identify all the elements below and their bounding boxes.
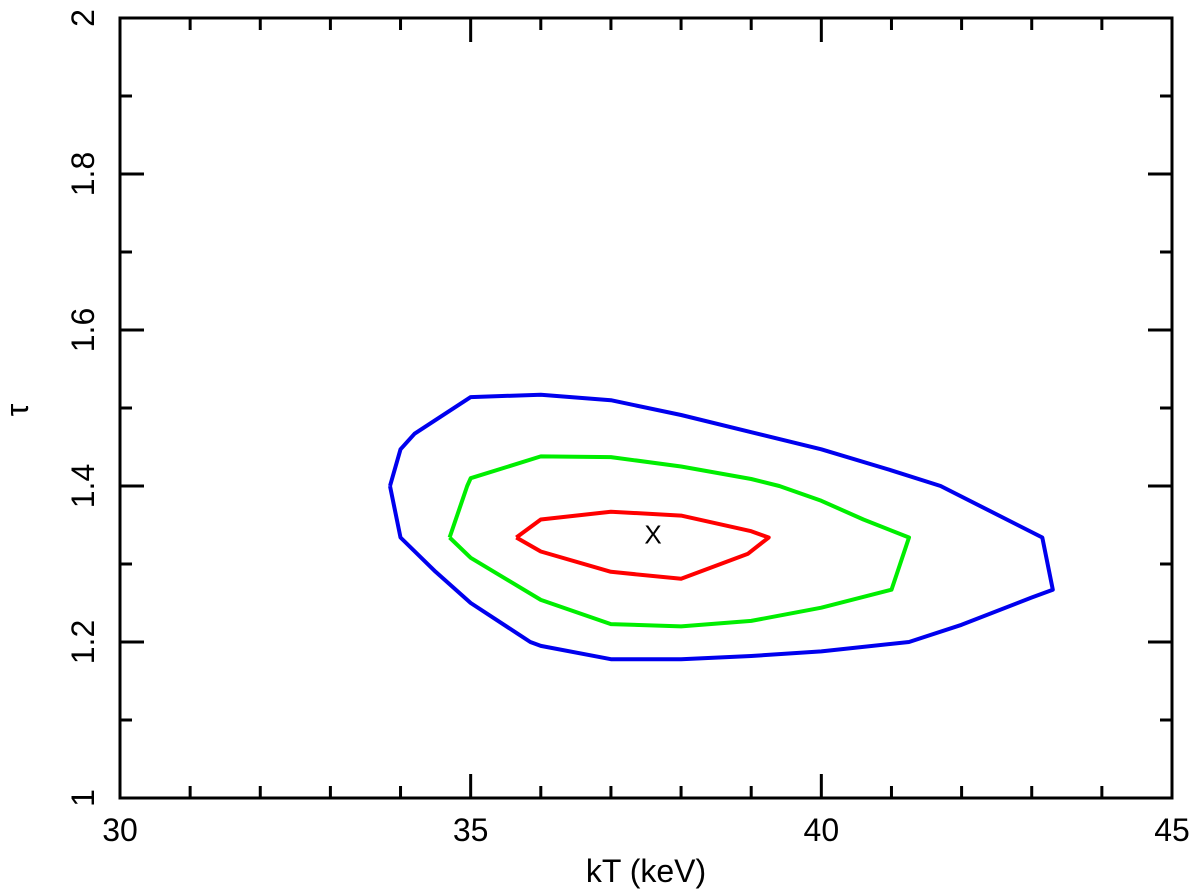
best-fit-marker: X <box>644 519 661 549</box>
y-axis-label: τ <box>0 403 35 416</box>
y-tick-label: 1.4 <box>65 464 101 508</box>
x-tick-label: 30 <box>102 812 138 848</box>
axis-ticks <box>118 16 1174 800</box>
x-tick-label: 40 <box>804 812 840 848</box>
plot-frame <box>118 16 1174 800</box>
y-tick-label: 1.2 <box>65 620 101 664</box>
x-axis-label: kT (keV) <box>586 853 706 889</box>
contour-lines <box>388 392 1055 662</box>
x-tick-label: 45 <box>1154 812 1190 848</box>
tick-labels: 30 35 40 45 1 1.2 1.4 1.6 1.8 2 <box>65 9 1190 848</box>
contour-outer <box>388 392 1055 662</box>
contour-inner <box>515 509 771 581</box>
y-tick-label: 1.6 <box>65 308 101 352</box>
x-tick-label: 35 <box>453 812 489 848</box>
y-tick-label: 1.8 <box>65 152 101 196</box>
y-tick-label: 1 <box>65 789 101 807</box>
contour-middle <box>447 454 911 629</box>
y-tick-label: 2 <box>65 9 101 27</box>
